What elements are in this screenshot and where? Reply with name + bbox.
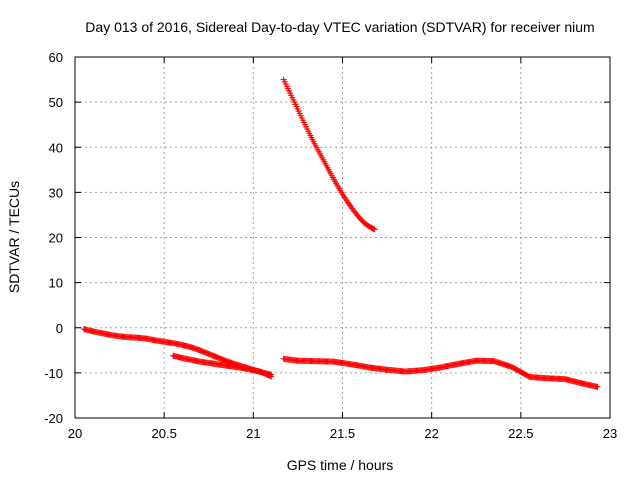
x-tick-label: 22.5 [508,426,533,441]
x-tick-label: 20 [68,426,82,441]
chart-title: Day 013 of 2016, Sidereal Day-to-day VTE… [85,19,594,35]
x-tick-label: 21 [246,426,260,441]
data-markers [80,76,601,390]
y-tick-label: 0 [56,321,63,336]
y-tick-label: -10 [44,366,63,381]
y-tick-label: 20 [49,231,63,246]
x-tick-label: 23 [603,426,617,441]
axis-ticks: 20 20.5 21 21.5 22 22.5 23 -20 -10 0 10 20 30 40 50 60 [44,50,617,441]
y-tick-label: 40 [49,140,63,155]
data-point-arc-3 [371,226,378,233]
y-axis-label: SDTVAR / TECUs [6,181,22,293]
x-tick-label: 21.5 [330,426,355,441]
x-tick-label: 20.5 [152,426,177,441]
data-point-arc-3 [370,225,377,232]
y-tick-label: -20 [44,411,63,426]
data-point-arc-4 [594,383,601,390]
data-point-arc-2 [268,373,275,380]
x-tick-label: 22 [424,426,438,441]
y-tick-label: 60 [49,50,63,65]
y-tick-label: 50 [49,95,63,110]
y-tick-label: 30 [49,185,63,200]
x-axis-label: GPS time / hours [287,457,394,473]
plot-frame [74,56,611,419]
y-tick-label: 10 [49,276,63,291]
